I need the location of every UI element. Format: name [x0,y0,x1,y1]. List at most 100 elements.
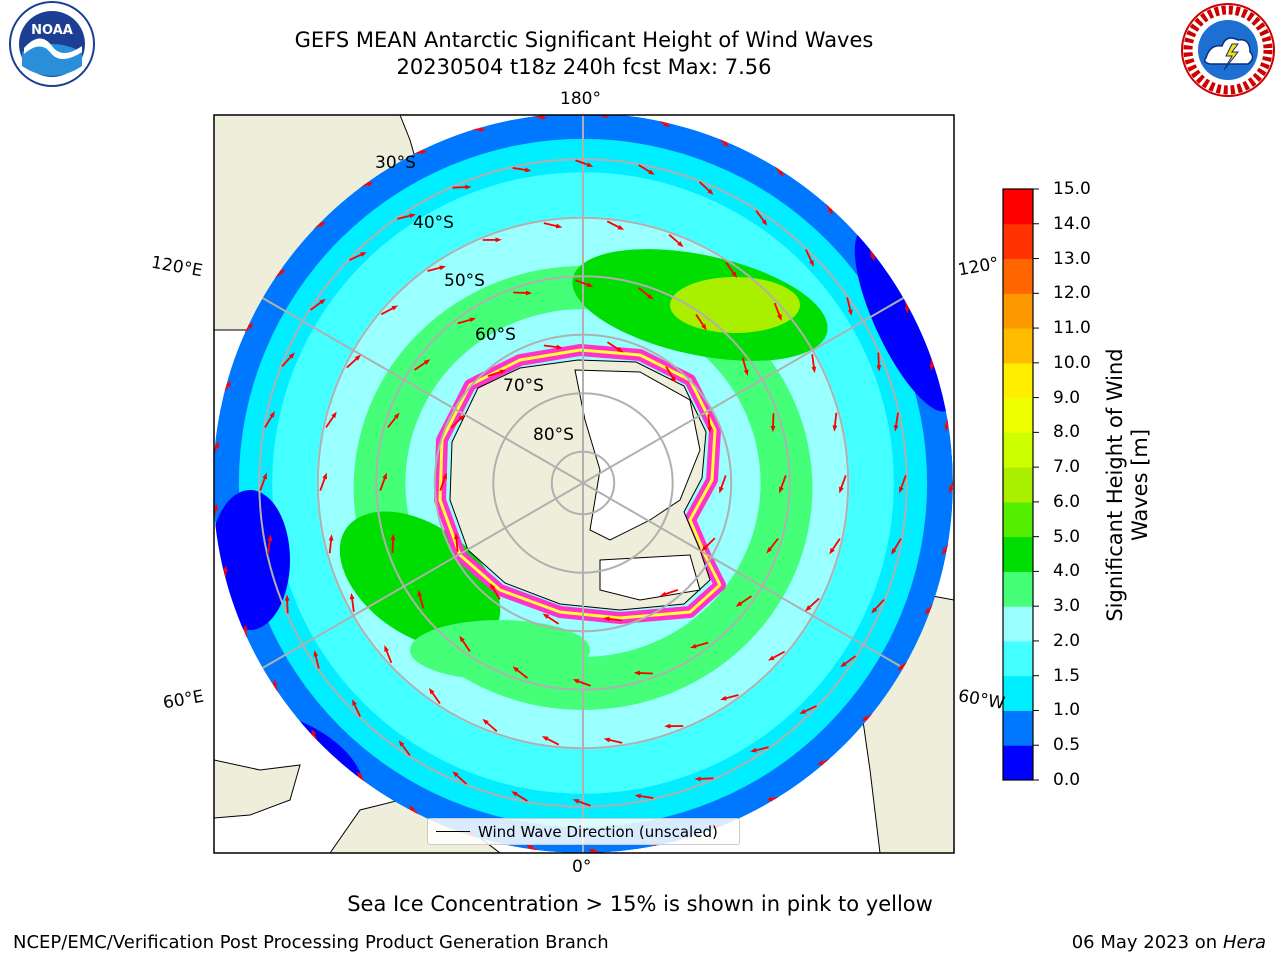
colorbar-swatch-8 [1003,467,1033,503]
wave-arrow-20 [572,679,591,687]
wave-arrow-10 [487,369,507,377]
wave-arrow-55 [606,220,625,230]
colorbar-tick-label: 7.0 [1053,457,1081,478]
wave-arrow-16 [766,537,779,554]
wave-arrow-64 [840,655,857,668]
wave-arrow-85 [575,159,594,167]
wave-arrow-50 [346,354,361,369]
map-frame [213,114,955,854]
national-weather-service-logo [1176,0,1280,104]
wave-arrow-14 [707,414,712,434]
map-legend: Wind Wave Direction (unscaled) [427,818,740,845]
wave-arrow-12 [606,341,624,353]
wave-arrow-46 [349,592,355,612]
wave-arrow-88 [755,209,768,226]
wave-arrow-42 [541,736,560,746]
legend-line-icon [436,831,470,832]
colorbar-tick-label: 12.0 [1053,283,1091,304]
footer-machine: Hera [1222,932,1266,953]
wave-arrow-81 [349,252,367,261]
colorbar [1002,188,1039,781]
wave-arrow-60 [832,412,838,432]
colorbar-tick-label: 1.5 [1053,665,1081,686]
wave-arrow-3 [659,589,679,597]
footer-date-text: 06 May 2023 on [1071,932,1218,953]
colorbar-swatch-12 [1003,328,1033,364]
wave-arrow-34 [770,413,776,433]
meridian-300 [214,222,584,484]
wave-arrow-47 [328,534,334,554]
wave-arrow-90 [846,297,853,316]
wave-arrow-54 [543,222,563,229]
colorbar-tick-label: 15.0 [1053,179,1091,199]
wave-arrow-91 [876,352,882,372]
wave-arrow-31 [637,287,654,300]
wave-arrow-30 [575,279,594,287]
lon-label-0: 0° [572,857,592,877]
wave-arrow-43 [482,718,498,733]
colorbar-title-line1: Significant Height of Wind [1103,348,1127,622]
colorbar-swatch-11 [1003,362,1033,399]
wave-arrow-11 [543,344,563,350]
colorbar-swatch-6 [1003,536,1033,572]
lat-label-60s: 60°S [475,325,516,345]
wave-arrow-62 [891,538,902,555]
colorbar-swatch-7 [1003,501,1033,538]
wave-arrow-18 [689,641,709,649]
wave-arrow-66 [750,746,769,753]
colorbar-tick-label: 4.0 [1053,561,1081,582]
wave-arrow-38 [767,650,786,661]
colorbar-swatch-14 [1003,258,1033,294]
wave-arrow-39 [720,694,739,701]
wave-arrow-63 [871,598,885,614]
meridian-120 [582,482,953,744]
wave-arrow-13 [665,366,677,383]
wave-arrow-84 [512,167,532,173]
wave-arrow-48 [319,472,327,491]
wave-arrow-93 [949,475,953,494]
wave-arrow-69 [572,799,591,807]
wave-arrow-33 [741,357,749,377]
wave-arrow-15 [779,475,787,494]
colorbar-tick-label: 6.0 [1053,491,1081,512]
colorbar-swatch-5 [1003,571,1033,607]
lat-label-40s: 40°S [413,213,454,233]
colorbar-tick-label: 2.0 [1053,630,1081,651]
colorbar-tick-label: 14.0 [1053,213,1091,234]
wave-arrow-41 [603,737,623,744]
wave-arrow-2 [701,537,716,552]
chart-title: GEFS MEAN Antarctic Significant Height o… [294,28,874,52]
wave-arrow-9 [450,414,465,429]
wave-arrow-21 [512,666,529,679]
chart-subtitle: 20230504 t18z 240h fcst Max: 7.56 [396,55,772,79]
colorbar-tick-label: 5.0 [1053,526,1081,547]
colorbar-tick-label: 1.0 [1053,700,1081,721]
wave-arrow-74 [313,650,320,669]
wave-arrow-32 [695,314,707,331]
wave-arrow-87 [698,181,714,195]
wave-arrow-56 [668,233,684,248]
meridian-60 [582,222,953,484]
wave-arrow-80 [309,298,326,311]
high-wave-core-north [670,277,800,333]
colorbar-tick-label: 13.0 [1053,248,1091,269]
colorbar-swatch-13 [1003,293,1033,329]
colorbar-tick-label: 0.5 [1053,735,1081,756]
wave-arrow-49 [325,411,337,428]
wave-arrow-29 [513,290,533,296]
wave-arrow-40 [664,723,684,729]
wave-arrow-5 [542,613,560,625]
wave-arrow-17 [735,595,752,607]
wave-arrow-89 [805,249,814,267]
colorbar-swatch-4 [1003,606,1033,642]
wave-arrow-19 [633,670,653,676]
lon-label-180: 180° [560,89,601,109]
wave-arrow-4 [603,616,623,622]
colorbar-tick-label: 0.0 [1053,770,1081,790]
sea-ice-note: Sea Ice Concentration > 15% is shown in … [347,892,933,916]
wave-arrow-45 [384,645,393,664]
wave-arrow-71 [452,771,468,785]
wave-arrow-51 [380,305,399,316]
wave-arrow-77 [259,472,267,491]
svg-text:NOAA: NOAA [31,23,73,38]
